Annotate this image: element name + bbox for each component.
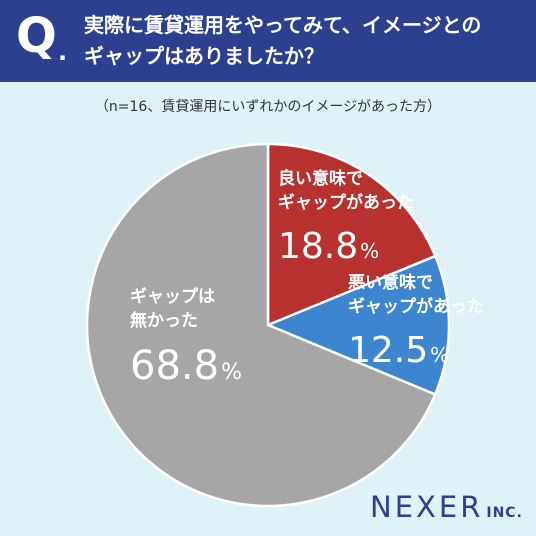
logo-suffix: INC. [486, 505, 523, 521]
slice-value-1: 18.8% [278, 226, 379, 267]
slice-label-3-line-1: ギャップは [130, 286, 215, 307]
question-text: 実際に賃貸運用をやってみて、イメージとの ギャップはありましたか？ [84, 10, 524, 72]
slice-label-3-line-2: 無かった [130, 310, 198, 331]
pie-slice-2 [266, 254, 451, 396]
slice-label-1-line-1: 良い意味で [278, 168, 363, 189]
question-header: Q . 実際に賃貸運用をやってみて、イメージとの ギャップはありましたか？ [0, 0, 536, 82]
slice-value-2: 12.5% [348, 330, 449, 371]
sample-note: （n=16、賃貸運用にいずれかのイメージがあった方） [94, 99, 442, 115]
slice-label-1-line-2: ギャップがあった [278, 192, 414, 213]
pie-slice-1 [266, 142, 437, 327]
nexer-logo: NEXER INC. [370, 490, 523, 524]
slice-label-2-line-2: ギャップがあった [348, 296, 484, 317]
slice-label-2-line-1: 悪い意味で [348, 272, 433, 293]
q-mark: Q [16, 8, 57, 64]
pie-slice-3 [85, 142, 437, 508]
question-line-1: 実際に賃貸運用をやってみて、イメージとの [84, 13, 482, 37]
logo-text: NEXER [370, 490, 484, 524]
question-line-2: ギャップはありましたか？ [84, 44, 324, 68]
slice-value-3: 68.8% [130, 343, 242, 389]
q-mark-dot: . [58, 38, 68, 66]
